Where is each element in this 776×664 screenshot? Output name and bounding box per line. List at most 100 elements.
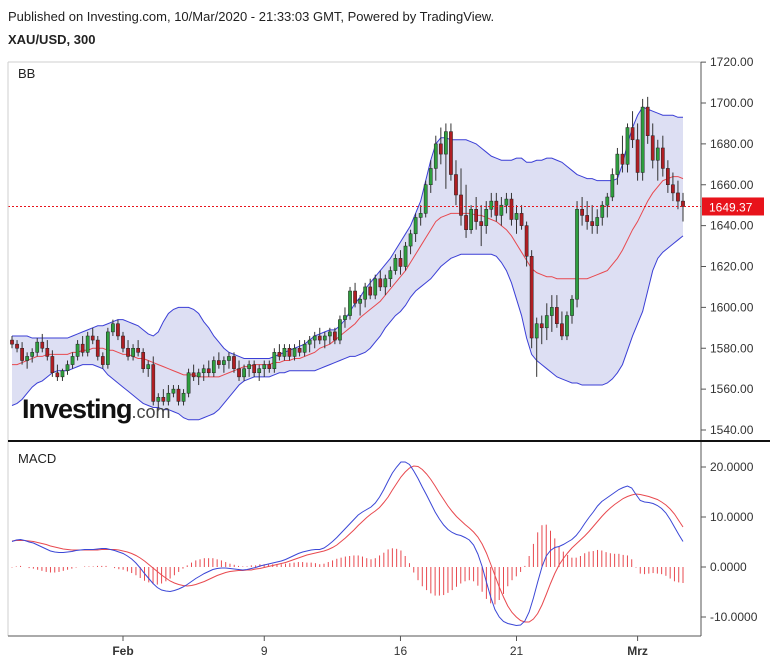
candle: [146, 360, 151, 377]
candle: [418, 205, 423, 226]
candle: [206, 360, 211, 377]
candle-body: [35, 341, 40, 353]
candle: [327, 327, 332, 345]
candle: [116, 319, 120, 341]
macd-tick-label: -10.0000: [710, 610, 758, 624]
candle: [469, 205, 473, 234]
last-price-badge: [702, 197, 764, 216]
candle: [595, 209, 600, 234]
time-tick-label: Mrz: [627, 644, 648, 658]
candle: [650, 123, 655, 169]
candle-body: [126, 348, 130, 357]
candle-body: [428, 168, 433, 185]
candle: [121, 331, 125, 353]
candle: [519, 205, 524, 230]
candle: [176, 385, 181, 406]
candle: [555, 295, 559, 328]
publish-info: Published on Investing.com, 10/Mar/2020 …: [8, 9, 495, 24]
macd-tick-label: 10.0000: [710, 510, 754, 524]
time-tick-label: Feb: [112, 644, 133, 658]
candle: [247, 360, 251, 377]
candle-body: [116, 323, 120, 337]
candle-body: [494, 200, 499, 216]
candle: [166, 385, 171, 406]
candle-body: [383, 278, 388, 288]
candle: [60, 368, 65, 381]
candle: [106, 327, 110, 369]
candle: [676, 180, 680, 210]
candle-body: [655, 147, 660, 161]
candle: [257, 364, 262, 381]
candle: [423, 180, 428, 218]
candle: [529, 250, 534, 349]
candle-body: [338, 319, 342, 341]
candle: [222, 356, 226, 373]
candle-body: [681, 200, 685, 207]
candle-body: [312, 335, 317, 341]
time-tick-label: 16: [394, 644, 408, 658]
logo-suffix: .com: [131, 402, 171, 422]
candle: [35, 338, 40, 357]
candle: [136, 340, 140, 357]
candle: [307, 335, 312, 353]
candle: [156, 393, 161, 410]
candle: [489, 192, 494, 218]
candle-body: [70, 356, 75, 365]
candle-body: [676, 192, 680, 202]
candle-body: [50, 356, 55, 374]
candle: [216, 352, 221, 369]
candle-body: [549, 307, 554, 316]
candle-body: [363, 286, 368, 300]
candle: [131, 344, 135, 361]
candle-body: [30, 352, 35, 357]
candle-body: [106, 331, 110, 365]
candle-body: [20, 348, 24, 361]
candle: [413, 213, 418, 242]
candle-body: [95, 339, 100, 357]
candle: [40, 333, 45, 353]
candle: [297, 340, 302, 357]
candle-body: [15, 343, 19, 349]
candle: [10, 335, 14, 349]
candle-body: [186, 372, 191, 394]
candle-body: [595, 217, 600, 226]
candle: [671, 172, 675, 202]
candle: [262, 360, 267, 377]
candle-body: [403, 245, 408, 267]
candle: [640, 98, 645, 181]
candle-body: [398, 258, 403, 267]
candle-body: [625, 127, 630, 165]
candle: [615, 147, 620, 185]
candle-body: [252, 364, 257, 374]
candle: [610, 168, 615, 202]
candle-body: [373, 278, 378, 296]
time-tick-label: 21: [510, 644, 524, 658]
candle-body: [343, 315, 347, 320]
candle-body: [121, 335, 125, 349]
candle-body: [201, 368, 206, 374]
macd-line: [11, 461, 684, 627]
candle: [312, 331, 317, 349]
candle: [560, 311, 564, 341]
candle-body: [620, 153, 625, 165]
candle-body: [630, 127, 635, 141]
candle-body: [166, 392, 171, 402]
candle: [539, 315, 544, 345]
candle-body: [565, 315, 569, 337]
candle: [635, 123, 640, 181]
candle-body: [560, 323, 564, 337]
candle-body: [237, 368, 241, 378]
candle-body: [645, 106, 650, 136]
candle: [227, 352, 231, 369]
candle: [80, 335, 85, 357]
time-tick-label: 9: [261, 644, 268, 658]
candle: [292, 344, 297, 361]
candle: [655, 139, 660, 181]
candle: [75, 340, 80, 361]
candle-body: [534, 323, 539, 339]
candle-body: [438, 143, 443, 155]
candle: [25, 352, 29, 369]
candle-body: [449, 131, 453, 175]
candle-body: [666, 168, 670, 185]
